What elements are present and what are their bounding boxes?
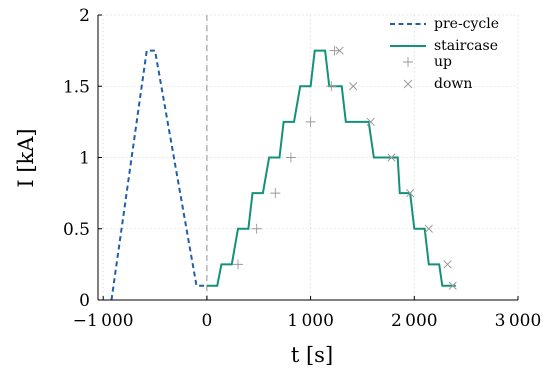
x-tick-label: 0 <box>201 311 212 331</box>
grid <box>98 14 519 301</box>
down-marker <box>443 260 452 269</box>
up-marker <box>233 259 243 270</box>
down-marker <box>387 153 396 162</box>
down-marker <box>366 117 375 126</box>
up-marker <box>326 81 337 92</box>
x-tick-label: 1 000 <box>287 311 334 331</box>
down-marker <box>406 189 415 198</box>
up-marker <box>251 223 262 234</box>
down-marker <box>349 82 358 91</box>
up-marker <box>305 116 316 127</box>
y-tick-label: 1 <box>79 149 90 169</box>
legend-label-up: up <box>434 54 452 70</box>
x-tick-label: −1 000 <box>73 311 134 331</box>
plot-series <box>110 45 457 301</box>
x-axis-label: t [s] <box>291 343 333 367</box>
x-tick-label: 3 000 <box>495 311 542 331</box>
legend-label-down: down <box>434 76 472 92</box>
staircase-line <box>206 49 456 287</box>
y-tick-label: 1.5 <box>63 77 90 97</box>
legend-swatch-down <box>403 79 413 89</box>
legend-swatch-up <box>403 57 413 67</box>
x-tick-label: 2 000 <box>391 311 438 331</box>
pre-cycle-line <box>110 49 207 301</box>
y-tick-label: 2 <box>79 6 90 26</box>
up-marker <box>285 152 296 163</box>
legend-label-staircase: staircase <box>434 38 498 54</box>
down-marker <box>448 281 457 290</box>
y-axis-label: I [kA] <box>14 128 38 187</box>
axes <box>97 14 519 301</box>
down-marker <box>335 46 344 55</box>
up-marker <box>270 188 281 199</box>
legend-label-pre-cycle: pre-cycle <box>434 16 499 32</box>
y-tick-label: 0 <box>79 291 90 311</box>
y-tick-label: 0.5 <box>63 220 90 240</box>
down-marker <box>424 224 433 233</box>
up-marker <box>329 45 340 56</box>
